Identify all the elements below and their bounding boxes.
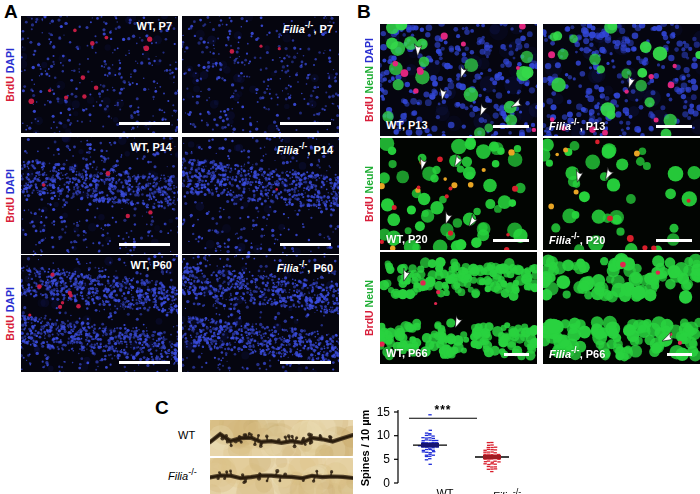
svg-text:15: 15 bbox=[377, 405, 391, 419]
svg-text:0: 0 bbox=[383, 476, 390, 490]
svg-text:***: *** bbox=[434, 403, 451, 417]
svg-text:5: 5 bbox=[383, 452, 390, 466]
svg-text:10: 10 bbox=[377, 428, 391, 442]
